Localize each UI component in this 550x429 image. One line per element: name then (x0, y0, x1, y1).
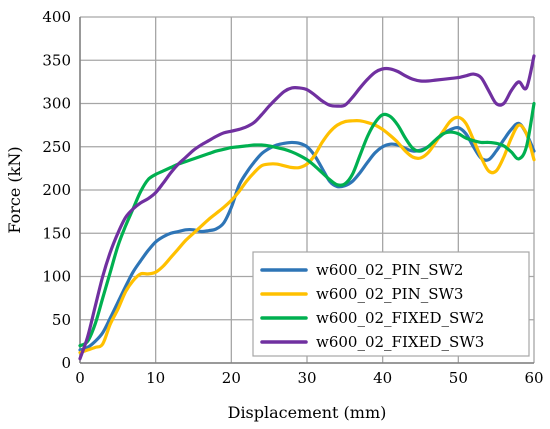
y-tick-label-200: 200 (42, 181, 71, 199)
legend: w600_02_PIN_SW2 w600_02_PIN_SW3 w600_02_FI… (252, 251, 530, 357)
y-tick-label-100: 100 (42, 268, 71, 286)
y-tick-label-250: 250 (42, 138, 71, 156)
x-tick-label-0: 0 (75, 369, 85, 387)
legend-label-w600_02_PIN_SW3: w600_02_PIN_SW3 (316, 285, 463, 303)
y-tick-label-150: 150 (42, 224, 71, 242)
x-tick-label-40: 40 (373, 369, 392, 387)
x-tick-label-50: 50 (449, 369, 468, 387)
series-line-w600_02_FIXED_SW3 (78, 54, 536, 361)
series-lines (78, 54, 536, 361)
x-tick-label-60: 60 (524, 369, 543, 387)
legend-label-w600_02_FIXED_SW2: w600_02_FIXED_SW2 (316, 309, 484, 327)
tick-labels: 0 50 100 150 200 250 300 350 400 0 10 20 30 40 50 60 (42, 8, 543, 387)
series-line-w600_02_PIN_SW2 (78, 121, 536, 352)
y-tick-label-50: 50 (52, 311, 71, 329)
y-axis-title: Force (kN) (5, 146, 24, 233)
y-tick-label-0: 0 (61, 354, 71, 372)
axes (79, 17, 534, 364)
series-line-w600_02_PIN_SW3 (78, 115, 536, 355)
x-axis-title: Displacement (mm) (228, 403, 387, 422)
y-tick-label-350: 350 (42, 51, 71, 69)
legend-label-w600_02_PIN_SW2: w600_02_PIN_SW2 (316, 261, 463, 279)
legend-items: w600_02_PIN_SW2 w600_02_PIN_SW3 w600_02_FI… (260, 261, 484, 351)
x-tick-label-20: 20 (222, 369, 241, 387)
x-tick-label-10: 10 (146, 369, 165, 387)
legend-label-w600_02_FIXED_SW3: w600_02_FIXED_SW3 (316, 333, 484, 351)
series-line-w600_02_FIXED_SW2 (78, 101, 536, 348)
x-tick-label-30: 30 (297, 369, 316, 387)
y-tick-label-300: 300 (42, 95, 71, 113)
y-tick-label-400: 400 (42, 8, 71, 26)
